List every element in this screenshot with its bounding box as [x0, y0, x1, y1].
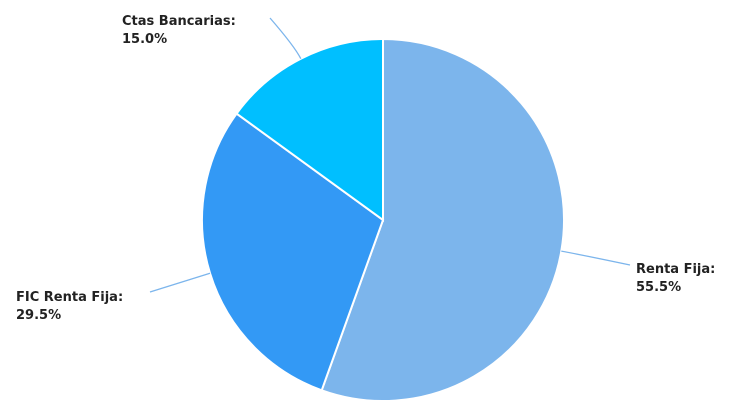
label-fic-renta-fija-name: FIC Renta Fija:	[16, 290, 123, 305]
label-ctas-bancarias: Ctas Bancarias: 15.0%	[122, 14, 240, 47]
pie-slice-ctas-bancarias[interactable]	[235, 37, 384, 222]
label-renta-fija-value: 55.5%	[636, 280, 681, 295]
label-renta-fija: Renta Fija: 55.5%	[636, 262, 720, 295]
label-connectors	[149, 17, 631, 293]
pie-slice-renta-fija[interactable]	[320, 37, 565, 402]
label-renta-fija-name: Renta Fija:	[636, 262, 715, 277]
pie-slice-fic-renta-fija[interactable]	[201, 112, 385, 392]
label-ctas-bancarias-name: Ctas Bancarias:	[122, 14, 236, 29]
connector-fic-renta-fija	[149, 272, 211, 293]
connector-renta-fija	[561, 250, 631, 266]
pie-slices	[201, 37, 565, 402]
label-fic-renta-fija: FIC Renta Fija: 29.5%	[16, 290, 128, 323]
connector-ctas-bancarias	[269, 17, 302, 60]
label-ctas-bancarias-value: 15.0%	[122, 32, 167, 47]
label-fic-renta-fija-value: 29.5%	[16, 308, 61, 323]
